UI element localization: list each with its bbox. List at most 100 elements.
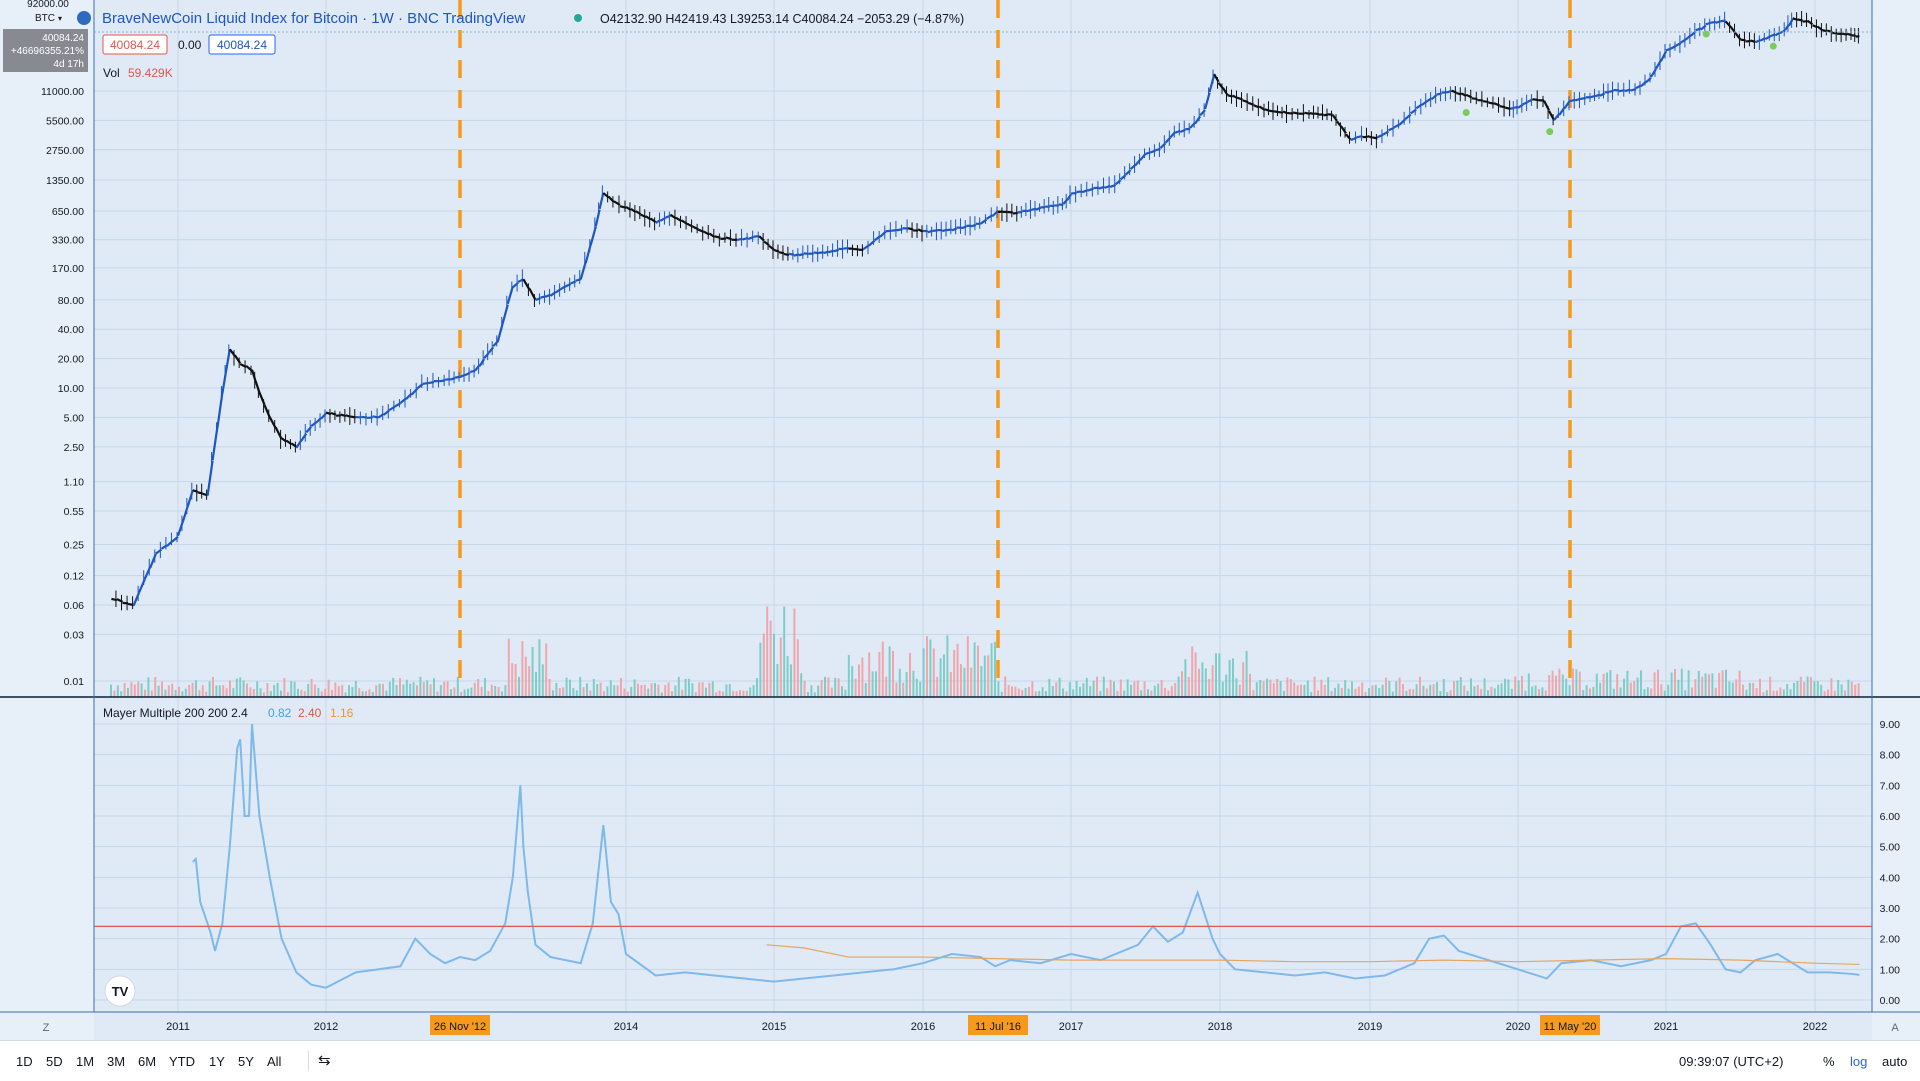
volume-bar [1688, 670, 1690, 697]
time-tick-label: 2016 [911, 1021, 935, 1033]
volume-bar [1460, 677, 1462, 697]
currency-selector[interactable]: BTC [35, 13, 55, 24]
volume-bar [447, 682, 449, 697]
volume-bar [984, 656, 986, 697]
volume-bar [606, 686, 608, 697]
volume-bar [290, 681, 292, 697]
volume-bar [576, 690, 578, 697]
volume-bar [620, 678, 622, 697]
volume-bar [916, 679, 918, 697]
volume-bar [855, 679, 857, 697]
volume-bar [120, 691, 122, 697]
timeframe-1m[interactable]: 1M [76, 1054, 94, 1069]
volume-bar [521, 641, 523, 697]
volume-bar [868, 652, 870, 697]
volume-bar [1490, 687, 1492, 697]
timeframe-5d[interactable]: 5D [46, 1054, 63, 1069]
timeframe-1y[interactable]: 1Y [209, 1054, 225, 1069]
volume-bar [1116, 691, 1118, 697]
volume-bar [528, 666, 530, 697]
time-tick-label: 11 May '20 [1544, 1021, 1597, 1033]
volume-bar [691, 683, 693, 697]
log-scale-toggle[interactable]: log [1850, 1054, 1867, 1069]
chart-svg[interactable]: 11000.005500.002750.001350.00650.00330.0… [0, 0, 1920, 1040]
volume-bar [334, 682, 336, 697]
volume-bar [1504, 679, 1506, 697]
volume-bar [651, 683, 653, 697]
chart-title[interactable]: BraveNewCoin Liquid Index for Bitcoin · … [102, 10, 525, 27]
timeframe-6m[interactable]: 6M [138, 1054, 156, 1069]
z-button[interactable]: Z [43, 1022, 50, 1034]
signal-dot [1463, 109, 1470, 116]
volume-bar [1106, 688, 1108, 697]
volume-bar [331, 690, 333, 697]
volume-bar [1348, 689, 1350, 697]
timeframe-all[interactable]: All [267, 1054, 281, 1069]
volume-bar [1014, 687, 1016, 697]
volume-bar [212, 677, 214, 697]
volume-bar [518, 677, 520, 697]
time-tick-label: 2017 [1059, 1021, 1083, 1033]
volume-bar [1711, 673, 1713, 697]
volume-bar [423, 682, 425, 697]
volume-bar [1433, 684, 1435, 697]
volume-bar [413, 682, 415, 697]
clock-time[interactable]: 09:39:07 (UTC+2) [1679, 1054, 1783, 1069]
volume-bar [749, 687, 751, 697]
volume-bar [569, 680, 571, 697]
volume-bar [348, 685, 350, 697]
percent-scale-toggle[interactable]: % [1823, 1054, 1835, 1069]
volume-bar [647, 689, 649, 697]
volume-bar [902, 683, 904, 697]
volume-bar [1147, 689, 1149, 697]
volume-bar [1752, 683, 1754, 697]
volume-bar [1749, 683, 1751, 697]
volume-bar [304, 691, 306, 697]
volume-bar [1640, 670, 1642, 697]
volume-bar [1803, 682, 1805, 697]
currency-chevron-down-icon[interactable]: ▾ [58, 14, 62, 23]
indicator-tick-label: 4.00 [1880, 872, 1901, 884]
date-range-icon[interactable]: ⇆ [318, 1051, 331, 1069]
volume-bar [1701, 677, 1703, 697]
volume-bar [1354, 689, 1356, 697]
volume-bar [912, 671, 914, 697]
volume-bar [226, 688, 228, 697]
volume-bar [1769, 677, 1771, 697]
volume-bar [341, 685, 343, 697]
volume-bar [763, 634, 765, 697]
volume-bar [1705, 673, 1707, 697]
volume-bar [882, 642, 884, 697]
volume-bar [1569, 685, 1571, 697]
volume-bar [1045, 691, 1047, 697]
timeframe-3m[interactable]: 3M [107, 1054, 125, 1069]
volume-bar [1256, 682, 1258, 697]
volume-bar [637, 684, 639, 697]
timeframe-1d[interactable]: 1D [16, 1054, 33, 1069]
volume-bar [1232, 658, 1234, 697]
volume-bar [464, 690, 466, 697]
volume-bar [1708, 674, 1710, 697]
volume-bar [1436, 682, 1438, 697]
volume-bar [300, 690, 302, 697]
time-tick-label: 11 Jul '16 [975, 1021, 1021, 1033]
timeframe-ytd[interactable]: YTD [169, 1054, 195, 1069]
volume-bar [124, 683, 126, 697]
indicator-name[interactable]: Mayer Multiple 200 200 2.4 [103, 706, 248, 720]
volume-bar [821, 680, 823, 697]
a-button[interactable]: A [1891, 1022, 1899, 1034]
auto-scale-toggle[interactable]: auto [1882, 1054, 1907, 1069]
volume-bar [1790, 689, 1792, 697]
volume-bar [824, 677, 826, 697]
volume-bar [168, 685, 170, 697]
timeframe-5y[interactable]: 5Y [238, 1054, 254, 1069]
volume-bar [1378, 688, 1380, 697]
volume-bar [946, 635, 948, 697]
volume-bar [481, 687, 483, 697]
volume-bar [1745, 690, 1747, 697]
volume-bar [525, 657, 527, 697]
symbol-logo-icon[interactable] [77, 11, 91, 25]
vol-label[interactable]: Vol [103, 66, 120, 80]
volume-bar [674, 685, 676, 697]
